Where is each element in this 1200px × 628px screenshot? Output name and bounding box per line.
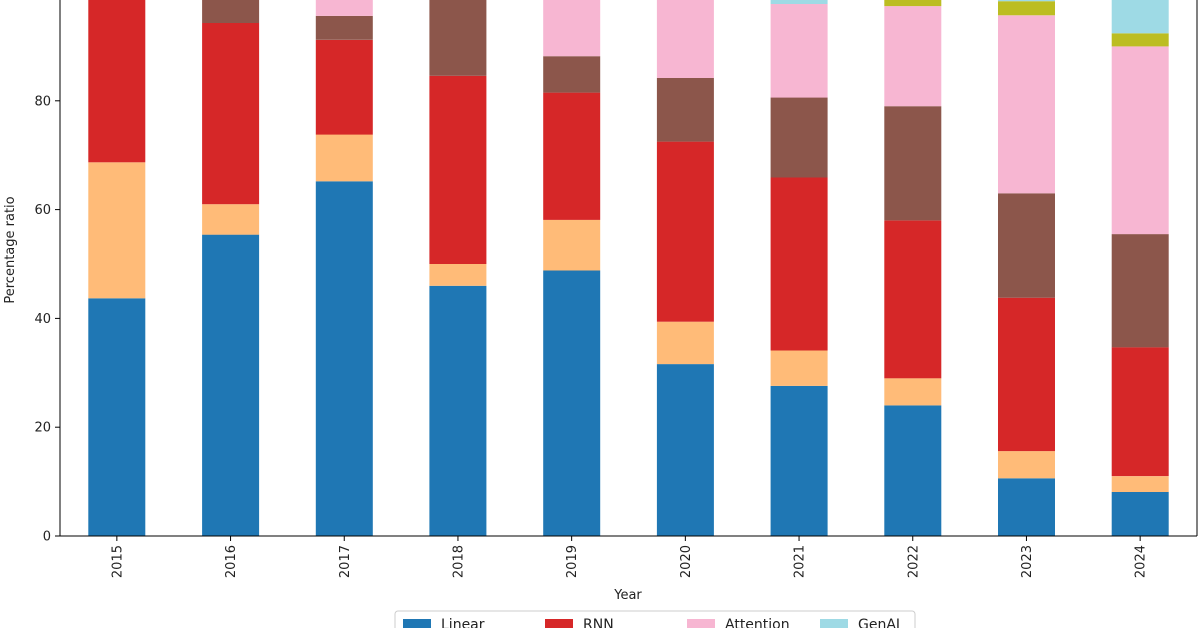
y-tick-label: 0 [43,530,51,545]
bar-segment-rnn-2024 [1111,347,1169,477]
bar-segment-rnn-2018 [429,75,487,264]
x-tick-label: 2017 [338,545,353,578]
bar-segment-attention-2017 [315,0,373,16]
bar-segment-rnn-2021 [770,177,828,351]
bar-segment-attention-2023 [998,15,1055,194]
y-tick-label: 60 [34,203,51,218]
bar-segment-hybrid-2016 [202,0,260,23]
bar-segment-cnn-2023 [998,451,1055,479]
bar-segment-cnn-2021 [770,350,828,386]
bar-segment-cnn-2024 [1111,476,1169,492]
bar-segment-cnn-2019 [543,219,601,271]
bar-segment-linear-2022 [884,405,942,536]
bar-segment-hybrid-2024 [1111,234,1169,348]
x-tick-label: 2021 [793,545,808,578]
bar-segment-hybrid-2019 [543,56,601,93]
bar-segment-attention-2024 [1111,46,1169,235]
x-tick-label: 2018 [451,545,466,578]
legend-swatch-rnn [545,619,573,628]
bar-segment-attention-2022 [884,6,942,107]
bar-segment-rnn-2016 [202,23,260,205]
bar-segment-cnn-2016 [202,204,260,235]
bar-segment-hybrid-2020 [656,78,714,142]
bar-segment-linear-2015 [88,298,146,536]
x-tick-label: 2015 [110,545,125,578]
legend-label-genai: GenAI [858,617,900,628]
bar-segment-cnn-2017 [315,134,373,182]
y-axis-label: Percentage ratio [3,196,18,303]
bar-segment-rnn-2017 [315,39,373,135]
bar-segment-linear-2023 [998,478,1055,536]
legend-swatch-genai [820,619,848,628]
bar-segment-hybrid-2017 [315,15,373,40]
bar-segment-linear-2018 [429,285,487,536]
bar-segment-hybrid-2023 [998,193,1055,298]
bar-segment-hybrid-2022 [884,106,942,221]
legend-label-attention: Attention [725,617,790,628]
bars-layer [88,0,1169,537]
bar-segment-linear-2017 [315,181,373,537]
bar-segment-rnn-2019 [543,92,601,220]
x-tick-label: 2023 [1020,545,1035,578]
bar-segment-rnn-2020 [656,141,714,322]
bar-segment-attention-2019 [543,0,601,57]
bar-segment-cnn-2015 [88,162,146,299]
legend-swatch-attention [687,619,715,628]
bar-segment-other-2024 [1111,33,1169,47]
x-tick-label: 2019 [565,545,580,578]
legend: Linear RNN Attention GenAI [394,610,916,628]
y-tick-label: 20 [34,421,51,436]
bar-segment-rnn-2023 [998,297,1055,452]
bar-segment-genai-2024 [1111,0,1169,34]
bar-segment-attention-2020 [656,0,714,78]
bar-segment-genai-2021 [770,0,828,4]
y-tick-label: 40 [34,312,51,327]
bar-segment-cnn-2020 [656,321,714,365]
x-tick-label: 2016 [224,545,239,578]
bar-segment-other-2022 [884,0,942,7]
bar-segment-cnn-2018 [429,264,487,286]
bar-segment-attention-2021 [770,4,828,98]
bar-segment-hybrid-2021 [770,97,828,178]
bar-segment-linear-2019 [543,270,601,536]
bar-segment-rnn-2022 [884,220,942,379]
legend-label-rnn: RNN [583,617,614,628]
bar-segment-linear-2016 [202,234,260,536]
bar-segment-linear-2021 [770,385,828,536]
bar-segment-linear-2024 [1111,491,1169,536]
bar-segment-cnn-2022 [884,378,942,406]
bar-segment-hybrid-2018 [429,0,487,76]
legend-label-linear: Linear [441,617,485,628]
axes-layer: 0 20 40 60 80 2015 2016 2017 2018 2019 2020 2021 202… [34,0,1198,578]
bar-segment-linear-2020 [656,364,714,536]
x-tick-label: 2022 [906,545,921,578]
bar-segment-genai-2023 [998,0,1055,2]
legend-swatch-linear [403,619,431,628]
x-tick-label: 2024 [1134,545,1149,578]
x-tick-label: 2020 [679,545,694,578]
bar-segment-rnn-2015 [88,0,146,163]
y-tick-label: 80 [34,94,51,109]
legend-frame [394,610,916,628]
x-axis-label: Year [613,588,642,603]
bar-segment-other-2023 [998,1,1055,16]
